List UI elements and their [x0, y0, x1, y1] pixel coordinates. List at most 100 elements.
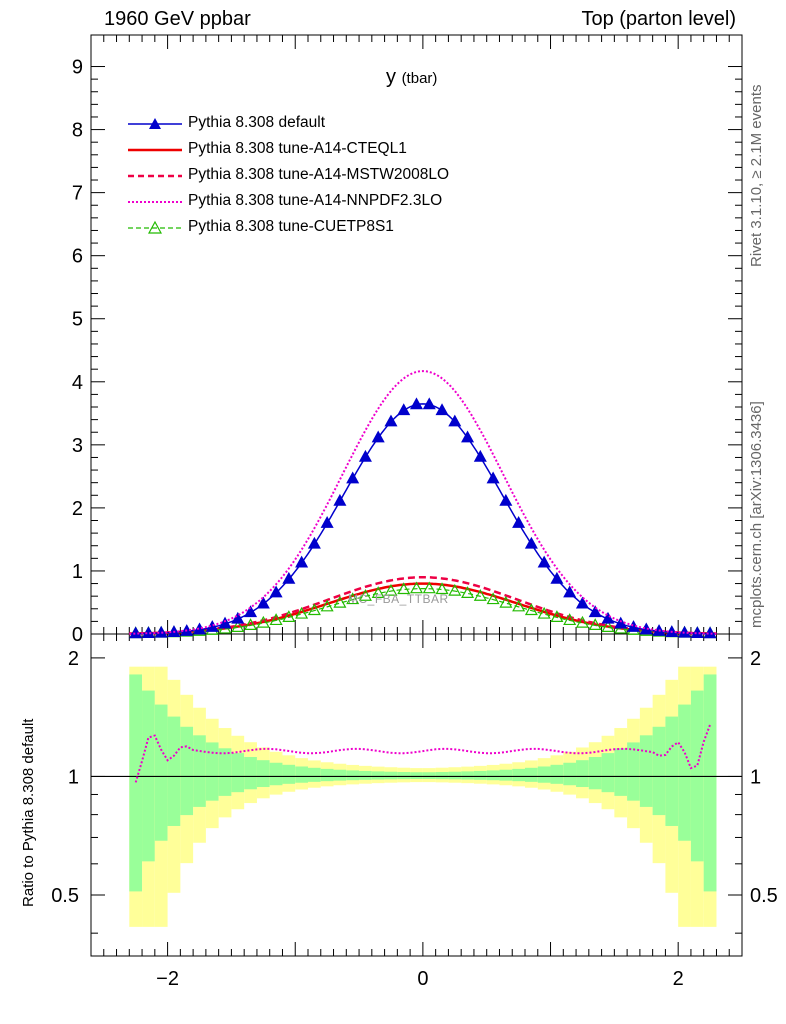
series-marker-4	[486, 592, 500, 605]
series-marker-0	[512, 516, 526, 528]
watermark: MC_FBA_TTBAR	[348, 592, 449, 606]
header-right: Top (parton level)	[581, 8, 736, 30]
plot-title-main: y	[386, 66, 396, 88]
series-marker-0	[282, 571, 296, 584]
band-green	[320, 768, 334, 782]
legend-label-cteql1: Pythia 8.308 tune-A14-CTEQL1	[188, 140, 407, 157]
band-green	[205, 742, 219, 801]
y-tick-label: 7	[72, 183, 83, 205]
series-marker-0	[422, 397, 436, 410]
series-marker-4	[422, 581, 436, 594]
header-left: 1960 GeV ppbar	[104, 8, 251, 30]
legend-symbol-cteql1	[128, 148, 182, 152]
band-green	[256, 760, 270, 788]
band-green	[665, 716, 679, 826]
series-marker-4	[384, 583, 398, 596]
series-marker-4	[346, 592, 360, 605]
series-marker-4	[244, 618, 258, 631]
series-marker-0	[473, 449, 487, 462]
band-green	[371, 771, 385, 780]
legend-label-mstw: Pythia 8.308 tune-A14-MSTW2008LO	[188, 166, 450, 183]
x-tick-label: 0	[417, 968, 428, 990]
series-marker-0	[358, 449, 372, 462]
series-marker-4	[269, 613, 283, 626]
series-marker-0	[575, 596, 589, 609]
band-green	[359, 770, 372, 780]
series-marker-0	[231, 611, 245, 624]
series-marker-4	[588, 618, 602, 631]
y-tick-label: 0	[72, 624, 83, 646]
series-marker-0	[244, 605, 258, 618]
band-green	[180, 726, 194, 816]
band-green	[193, 735, 206, 807]
band-green	[448, 771, 462, 780]
series-marker-0	[320, 516, 334, 528]
band-green	[537, 766, 551, 783]
band-green	[295, 766, 308, 783]
series-marker-4	[409, 581, 424, 594]
series-marker-4	[563, 613, 577, 626]
legend-label-nnpdf: Pythia 8.308 tune-A14-NNPDF2.3LO	[188, 192, 443, 209]
band-green	[308, 767, 321, 782]
series-marker-4	[499, 595, 513, 608]
series-marker-0	[333, 493, 347, 506]
band-green	[333, 769, 347, 781]
series-marker-0	[499, 493, 513, 506]
series-marker-0	[409, 397, 424, 410]
legend-symbol-default	[128, 118, 182, 129]
band-green	[486, 770, 500, 781]
band-green	[218, 748, 232, 796]
series-marker-0	[550, 571, 564, 584]
y-tick-label: 8	[72, 120, 83, 142]
ratio-tick-label-right: 2	[750, 648, 761, 670]
side-label-rivet: Rivet 3.1.10, ≥ 2.1M events	[748, 84, 765, 268]
series-marker-4	[473, 589, 487, 601]
ratio-tick-label-left: 2	[68, 648, 79, 670]
main-y-ticks: 0 1 2 3 4 5 6 7 8 9	[72, 57, 742, 646]
band-green	[601, 753, 615, 793]
series-marker-4	[448, 583, 462, 596]
band-green	[576, 760, 589, 788]
series-marker-0	[371, 430, 385, 443]
band-green	[473, 770, 487, 780]
legend-label-default: Pythia 8.308 default	[188, 114, 326, 131]
series-marker-0	[601, 611, 615, 624]
series-marker-0	[588, 605, 602, 618]
series-marker-4	[550, 610, 564, 623]
series-marker-4	[307, 603, 321, 616]
legend-symbol-mstw	[128, 174, 182, 178]
band-green	[703, 674, 717, 892]
series-marker-0	[307, 536, 321, 549]
series-marker-0	[397, 403, 411, 416]
band-green	[499, 769, 513, 781]
series-marker-4	[537, 606, 551, 619]
band-green	[512, 768, 525, 782]
band-green	[588, 757, 602, 790]
band-green	[244, 757, 257, 790]
ratio-tick-label-left: 0.5	[51, 885, 79, 907]
ratio-tick-label-right: 0.5	[750, 885, 778, 907]
band-green	[410, 772, 423, 780]
y-tick-label: 2	[72, 498, 83, 520]
series-marker-4	[461, 586, 475, 599]
series-group	[129, 370, 717, 639]
series-marker-0	[537, 555, 551, 568]
series-marker-4	[601, 620, 615, 632]
series-marker-0	[435, 403, 449, 416]
y-tick-label: 1	[72, 561, 83, 583]
y-tick-label: 3	[72, 435, 83, 457]
band-green	[269, 762, 283, 786]
band-green	[435, 772, 449, 780]
series-marker-4	[231, 620, 245, 632]
legend-symbol-cuetp8s1	[128, 220, 182, 234]
band-green	[550, 764, 564, 784]
legend-symbol-nnpdf	[128, 201, 182, 203]
series-marker-4	[371, 586, 385, 599]
band-green	[627, 742, 640, 801]
band-green	[422, 772, 436, 780]
band-green	[167, 716, 181, 826]
series-line-3	[129, 370, 717, 635]
band-green	[129, 674, 143, 892]
plot-title-sub: (tbar)	[401, 70, 438, 87]
